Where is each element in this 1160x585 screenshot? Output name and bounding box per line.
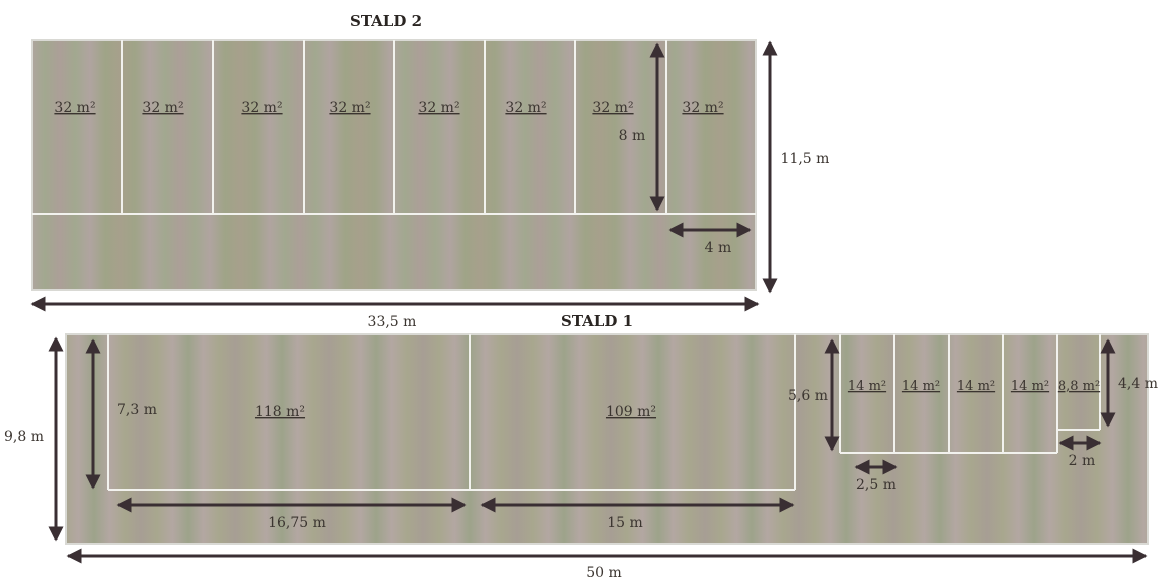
stald1-small-pen-3-area: 14 m² <box>957 379 995 394</box>
stald1-total-width-label: 50 m <box>586 565 622 580</box>
stald1-floor <box>65 333 1149 545</box>
stald2-pen-1-area: 32 m² <box>54 100 95 116</box>
stald2-pen-7-area: 32 m² <box>592 100 633 116</box>
stald2-total-width-label: 33,5 m <box>368 314 417 330</box>
stald1-small-pen-height-label: 5,6 m <box>788 388 828 404</box>
stald1-small-pen-width-label: 2,5 m <box>856 477 896 493</box>
stald1-small-pen-4-area: 14 m² <box>1011 379 1049 394</box>
stald1-large-pen-2-area: 109 m² <box>606 404 656 420</box>
stald1-last-pen-height-label: 4,4 m <box>1118 376 1158 392</box>
stald1-small-pen-2-area: 14 m² <box>902 379 940 394</box>
stald1-total-height-label: 9,8 m <box>4 429 44 445</box>
stald2-pen-width-label: 4 m <box>705 240 732 256</box>
stald1-building: STALD 1 118 m² 109 m² 7,3 m 16,75 <box>4 312 1158 581</box>
stald1-last-pen-width-label: 2 m <box>1069 453 1096 469</box>
stald2-building: STALD 2 32 m² 32 m² 32 m² 32 m² 32 m² 32… <box>30 12 830 330</box>
stald1-large-pen-1-area: 118 m² <box>255 404 305 420</box>
stald2-pen-height-label: 8 m <box>619 128 646 144</box>
stald2-pen-6-area: 32 m² <box>505 100 546 116</box>
stald1-large-pen-1-width-label: 16,75 m <box>268 515 326 531</box>
stald2-pen-4-area: 32 m² <box>329 100 370 116</box>
stald1-large-pen-2-width-label: 15 m <box>607 515 643 531</box>
stald1-small-pen-walls <box>839 334 1101 454</box>
stald1-last-pen-area: 8,8 m² <box>1058 379 1100 394</box>
stald1-large-pen-walls <box>107 334 796 491</box>
stald2-title: STALD 2 <box>350 12 422 30</box>
stald2-pen-dividers <box>32 40 756 215</box>
stald2-pen-2-area: 32 m² <box>142 100 183 116</box>
stald2-total-height-label: 11,5 m <box>781 151 830 167</box>
stald2-pen-8-area: 32 m² <box>682 100 723 116</box>
stald1-title: STALD 1 <box>561 312 633 330</box>
stald2-pen-3-area: 32 m² <box>241 100 282 116</box>
stald1-small-pen-1-area: 14 m² <box>848 379 886 394</box>
stald2-pen-5-area: 32 m² <box>418 100 459 116</box>
stald1-large-pen-height-label: 7,3 m <box>117 402 157 418</box>
